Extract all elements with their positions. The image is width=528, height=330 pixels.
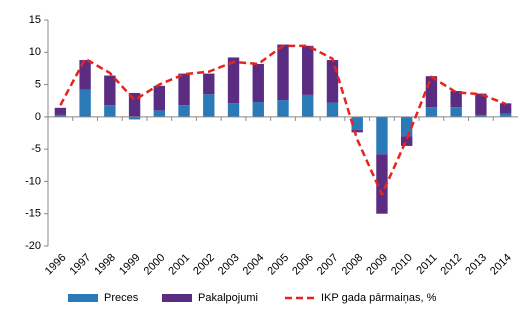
x-tick-label: 2002: [191, 252, 217, 278]
bar: [450, 91, 462, 108]
legend-swatch: [68, 294, 98, 302]
bar: [302, 94, 314, 117]
bar: [79, 89, 91, 117]
y-tick-label: -15: [25, 208, 41, 220]
legend-label: Pakalpojumi: [198, 292, 258, 304]
bar: [475, 93, 487, 115]
legend-label: IKP gada pārmaiņas, %: [321, 292, 437, 304]
x-tick-label: 2010: [389, 252, 415, 278]
x-tick-label: 1996: [43, 252, 69, 278]
bar: [277, 100, 289, 117]
bar: [252, 102, 264, 117]
y-tick-label: -10: [25, 175, 41, 187]
bar: [153, 85, 166, 111]
bar: [351, 116, 363, 130]
x-tick-label: 2006: [290, 252, 316, 278]
bar: [326, 60, 339, 103]
bar: [425, 107, 438, 117]
bar: [203, 73, 215, 95]
bar: [104, 75, 116, 106]
bar: [277, 44, 289, 101]
legend-swatch: [162, 294, 192, 302]
legend-label: Preces: [104, 292, 139, 304]
bar: [227, 103, 240, 117]
bar: [400, 116, 413, 137]
bar: [450, 107, 462, 117]
bar: [351, 129, 363, 133]
y-tick-label: -5: [31, 143, 41, 155]
x-tick-label: 2004: [241, 252, 267, 278]
bar: [128, 92, 141, 117]
x-tick-label: 2005: [265, 252, 291, 278]
bar: [376, 116, 388, 155]
x-tick-label: 2007: [315, 252, 341, 278]
bar: [178, 105, 190, 117]
bar: [79, 60, 91, 90]
x-tick-label: 2000: [142, 252, 168, 278]
x-tick-label: 2008: [340, 252, 366, 278]
bar: [54, 107, 67, 115]
bar: [128, 116, 141, 120]
bar: [326, 102, 339, 117]
x-tick-label: 2014: [488, 252, 514, 278]
bar: [302, 45, 314, 95]
bar: [475, 114, 487, 117]
bar: [425, 76, 438, 108]
x-tick-label: 1997: [67, 252, 93, 278]
x-tick-label: 2013: [463, 252, 489, 278]
y-tick-label: -20: [25, 240, 41, 252]
bar: [153, 110, 166, 117]
bar: [376, 154, 388, 214]
bar: [400, 136, 413, 146]
bar: [54, 114, 67, 117]
y-tick-label: 15: [29, 14, 41, 26]
bar: [499, 113, 512, 117]
y-tick-label: 0: [35, 111, 41, 123]
y-tick-label: 10: [29, 46, 41, 58]
x-tick-label: 2012: [439, 252, 465, 278]
x-tick-label: 2003: [216, 252, 242, 278]
bar: [104, 105, 116, 117]
x-tick-label: 2011: [414, 252, 439, 277]
x-tick-label: 1999: [117, 252, 143, 278]
x-tick-label: 2001: [166, 252, 192, 278]
bar: [227, 57, 240, 104]
bar: [252, 63, 264, 103]
line: [59, 44, 507, 196]
bar: [203, 94, 215, 117]
bar: [178, 73, 190, 106]
x-tick-label: 2009: [364, 252, 390, 278]
y-tick-label: 5: [35, 78, 41, 90]
x-tick-label: 1998: [92, 252, 118, 278]
bar: [499, 103, 512, 114]
